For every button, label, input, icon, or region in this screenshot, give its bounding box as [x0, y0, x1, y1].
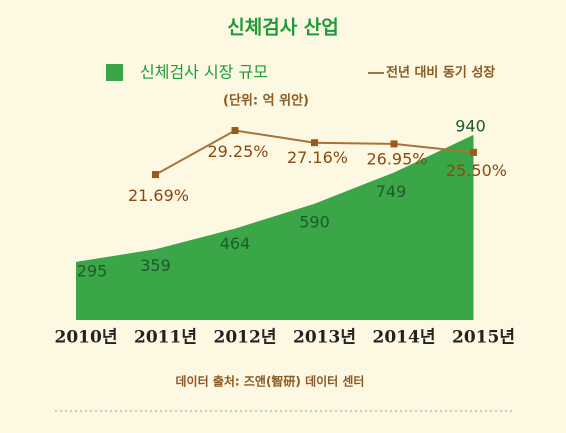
area [76, 134, 474, 320]
x-tick-label: 2011년 [134, 328, 197, 348]
x-tick-label: 2012년 [214, 328, 277, 348]
line-marker [152, 171, 159, 179]
line-marker [231, 127, 239, 135]
line-marker [311, 139, 318, 147]
data-label: 295 [77, 261, 108, 280]
data-label: 749 [376, 182, 407, 201]
data-label: 29.25% [207, 142, 268, 161]
source: 데이터 출처: 즈앤(智研) 데이터 센터 [176, 374, 365, 389]
legend-label: 신체검사 시장 규모 [140, 63, 268, 82]
x-tick-label: 2010년 [55, 328, 118, 348]
line-marker [390, 140, 398, 148]
data-label: 464 [220, 234, 251, 253]
data-label: 590 [299, 212, 330, 231]
data-label: 26.95% [366, 149, 427, 168]
x-tick-label: 2015년 [452, 328, 515, 348]
data-label: 25.50% [446, 161, 507, 180]
x-tick-label: 2013년 [293, 328, 356, 348]
x-tick-label: 2014년 [373, 328, 436, 348]
data-label: 940 [455, 116, 486, 135]
chart-title: 신체검사 산업 [227, 17, 339, 39]
line-marker [470, 148, 477, 156]
data-label: 21.69% [128, 186, 189, 205]
legend-swatch [106, 64, 123, 81]
subtitle: (단위: 억 위안) [223, 93, 309, 109]
data-label: 27.16% [287, 148, 348, 167]
data-label: 359 [140, 256, 171, 275]
legend-label: 전년 대비 동기 성장 [386, 65, 495, 81]
